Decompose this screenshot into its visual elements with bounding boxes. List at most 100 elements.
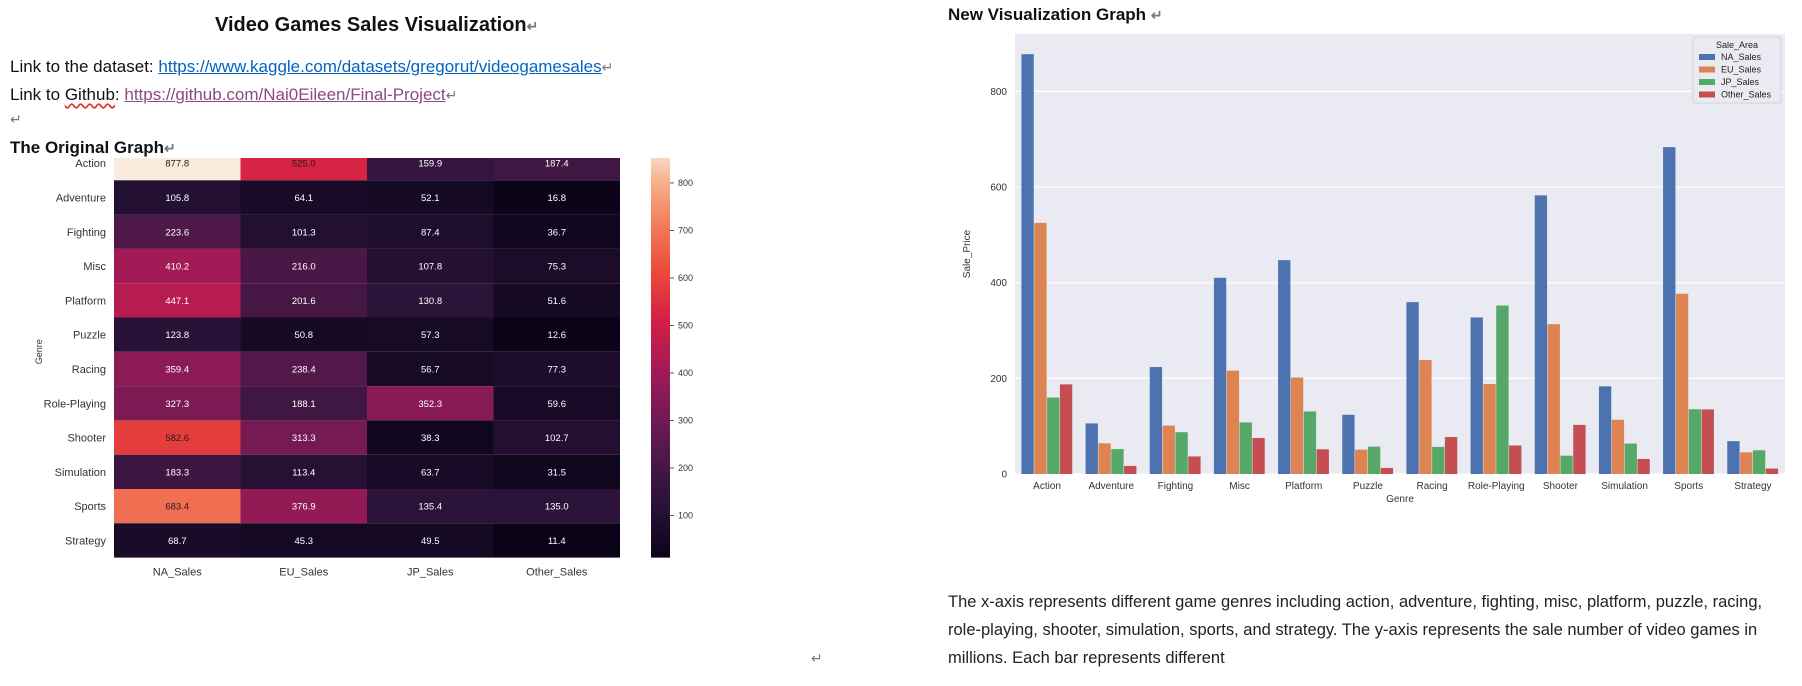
github-link[interactable]: https://github.com/Nai0Eileen/Final-Proj… [124,85,446,104]
y-tick-label: 400 [990,278,1007,289]
legend-box [1692,36,1782,104]
bar [1740,452,1753,474]
heatmap-cell-value: 57.3 [421,330,440,341]
colorbar-tick-label: 600 [678,273,693,283]
heatmap-cell-value: 102.7 [545,433,569,444]
heatmap-cell [240,180,367,215]
heatmap-cell-value: 410.2 [165,262,189,273]
heatmap-cell-value: 223.6 [165,227,189,238]
heatmap-cell-value: 12.6 [548,330,567,341]
heatmap-cell-value: 525.0 [292,159,316,170]
new-grouped-bar-chart: 0 200 400 600 800 Action Adventure Fighting Misc… [962,34,1785,505]
heatmap-cell [367,214,494,249]
bar [1278,260,1291,474]
bar [1701,409,1714,474]
dataset-link[interactable]: https://www.kaggle.com/datasets/gregorut… [158,57,602,76]
heatmap-cell [114,523,241,558]
heatmap-cell-value: 38.3 [421,433,440,444]
heatmap-cells: 877.8 525.0 159.9 187.4 105.8 64.1 52.1 16.8 223… [114,158,620,558]
legend-entry: NA_Sales [1721,52,1762,62]
heatmap-cell-value: 51.6 [548,296,567,307]
colorbar-tick-label: 400 [678,368,693,378]
heatmap-cell-value: 130.8 [418,296,442,307]
bar [1034,222,1047,474]
legend-swatch [1699,91,1715,98]
x-tick-label: Racing [1417,481,1448,492]
heatmap-cell [367,180,494,215]
bar [1111,449,1124,474]
heatmap-cell-value: 75.3 [548,262,567,273]
bar [1149,367,1163,474]
new-graph-title-text: New Visualization Graph [948,5,1147,24]
heatmap-cell-value: 238.4 [292,364,316,375]
x-axis-label: Genre [1386,494,1414,505]
heatmap-cell [367,283,494,318]
x-tick-label: Fighting [1158,481,1194,492]
x-tick-label: Sports [1674,481,1703,492]
legend-entry: JP_Sales [1721,77,1760,87]
legend-entry: Other_Sales [1721,90,1772,100]
bar [1560,455,1573,474]
dataset-link-line: Link to the dataset: https://www.kaggle.… [10,57,613,77]
heatmap-row-label: Strategy [65,535,106,547]
paragraph-mark: ↵ [1150,7,1163,23]
heatmap-cell-value: 135.0 [545,502,569,513]
heatmap-cell-value: 50.8 [295,330,314,341]
heatmap-cell-value: 16.8 [548,193,567,204]
caption-paragraph: The x-axis represents different game gen… [948,593,1763,667]
heatmap-cell [114,283,241,318]
heatmap-cell [114,158,241,181]
heatmap-cell [493,158,620,181]
document-title: Video Games Sales Visualization↵ [215,14,538,37]
bar [1213,277,1227,474]
bar [1021,54,1034,474]
bar [1226,370,1240,474]
heatmap-cell [240,420,367,455]
heatmap-cell [493,351,620,387]
heatmap-cell [493,489,620,524]
bar [1124,465,1137,474]
heatmap-cell-value: 107.8 [418,262,442,273]
heatmap-cell [367,158,494,181]
y-tick-label: 0 [1001,470,1007,481]
colorbar-tick-label: 500 [678,320,693,330]
heatmap-column-label: EU_Sales [279,567,328,579]
heatmap-cell [493,248,620,284]
heatmap-cell-value: 36.7 [548,227,567,238]
heatmap-cell-value: 101.3 [292,227,316,238]
heatmap-cell [367,351,494,387]
paragraph-mark: ↵ [526,18,539,34]
legend-swatch [1699,66,1715,73]
x-tick-label: Role-Playing [1468,481,1525,492]
heatmap-cell-value: 123.8 [165,330,189,341]
heatmap-cell [240,283,367,318]
bar [1367,446,1381,474]
paragraph-mark: ↵ [163,140,176,156]
heatmap-cell [114,420,241,455]
heatmap-cell [367,420,494,455]
heatmap-row-label: Simulation [55,467,106,479]
heatmap-row-label: Shooter [67,433,106,445]
heatmap-cell-value: 359.4 [165,364,189,375]
paragraph-mark: ↵ [601,59,614,75]
heatmap-cell [367,386,494,421]
bar [1188,456,1201,474]
paragraph-mark: ↵ [445,87,458,103]
bar [1406,302,1419,474]
colorbar-tick-label: 200 [678,463,693,473]
colorbar [651,158,670,558]
heatmap-cell-value: 52.1 [421,193,440,204]
heatmap-row-label: Misc [83,261,106,273]
heatmap-row-label: Puzzle [73,330,106,342]
original-graph-title-text: The Original Graph [10,138,164,157]
heatmap-cell-value: 11.4 [548,536,566,547]
new-graph-title: New Visualization Graph ↵ [948,5,1163,25]
heatmap-cell [114,317,241,352]
y-axis-label: Sale_Price [962,229,973,278]
heatmap-cell-value: 68.7 [168,536,187,547]
legend-swatch [1699,54,1715,60]
heatmap-cell-value: 87.4 [421,227,440,238]
heatmap-cell [493,386,620,421]
heatmap-cell [114,180,241,215]
